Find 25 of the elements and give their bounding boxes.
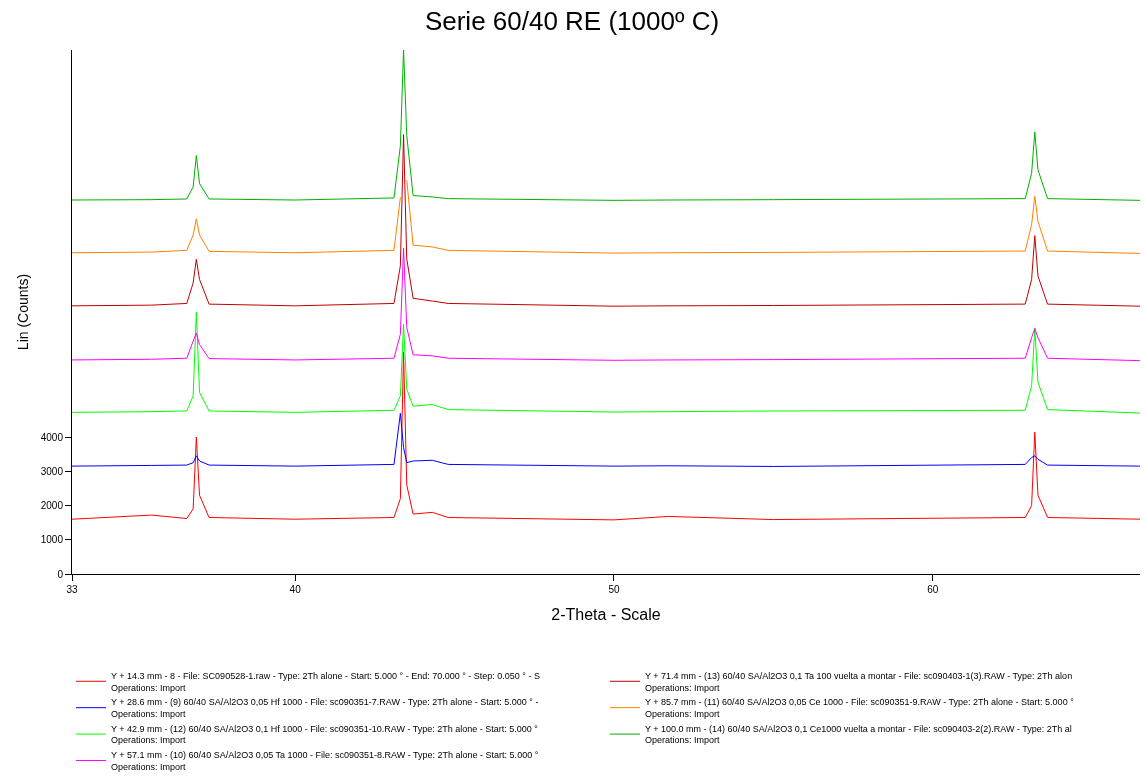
- y-tick-label: 2000: [40, 500, 64, 511]
- x-tick-label: 40: [289, 584, 302, 595]
- legend-label: Y + 42.9 mm - (12) 60/40 SA/Al2O3 0,1 Hf 1000 - File: sc090351-10.RAW - Type: 2Th alone - Start: 5.000 ° Operations: Import: [111, 723, 539, 746]
- line-series: [72, 351, 1140, 521]
- legend-label: Y + 57.1 mm - (10) 60/40 SA/Al2O3 0,05 Ta 1000 - File: sc090351-8.RAW - Type: 2Th alone - Start: 5.000 ° Operations: Import: [111, 750, 539, 772]
- legend-label: Y + 85.7 mm - (11) 60/40 SA/Al2O3 0,05 Ce 1000 - File: sc090351-9.RAW - Type: 2Th alone - Start: 5.000 ° Operations: Import: [645, 697, 1075, 720]
- line-series: [72, 412, 1140, 467]
- line-series: [72, 134, 1140, 307]
- legend-label: Y + 100.0 mm - (14) 60/40 SA/Al2O3 0,1 Ce1000 vuelta a montar - File: sc090403-2(2).RAW - Type: 2Th al Operations: Import: [645, 723, 1072, 746]
- x-tick-label: 50: [608, 584, 620, 595]
- line-series: [72, 311, 1140, 414]
- legend-label: Y + 71.4 mm - (13) 60/40 SA/Al2O3 0,1 Ta 100 vuelta a montar - File: sc090403-1(3).RAW - Type: 2Th alon Operations: Import: [645, 670, 1073, 693]
- y-tick-label: 0: [57, 568, 64, 580]
- x-axis-title: 2-Theta - Scale: [551, 605, 661, 623]
- line-series: [72, 50, 1140, 201]
- line-series: [72, 247, 1140, 362]
- x-tick-label: 33: [66, 584, 78, 595]
- y-tick-label: 3000: [40, 465, 64, 477]
- x-tick-label: 60: [927, 584, 939, 595]
- legend-label: Y + 14.3 mm - 8 - File: SC090528-1.raw - Type: 2Th alone - Start: 5.000 ° - End: 70.000 ° - Step: 0.050 ° - S Operations: Import: [111, 670, 540, 693]
- y-axis-title: Lin (Counts): [15, 273, 32, 351]
- legend-label: Y + 28.6 mm - (9) 60/40 SA/Al2O3 0,05 Hf 1000 - File: sc090351-7.RAW - Type: 2Th alone - Start: 5.000 ° - Operations: Import: [111, 697, 539, 720]
- y-tick-label: 1000: [40, 534, 64, 546]
- y-tick-label: 4000: [40, 431, 64, 443]
- chart-title: Serie 60/40 RE (1000º C): [424, 5, 720, 36]
